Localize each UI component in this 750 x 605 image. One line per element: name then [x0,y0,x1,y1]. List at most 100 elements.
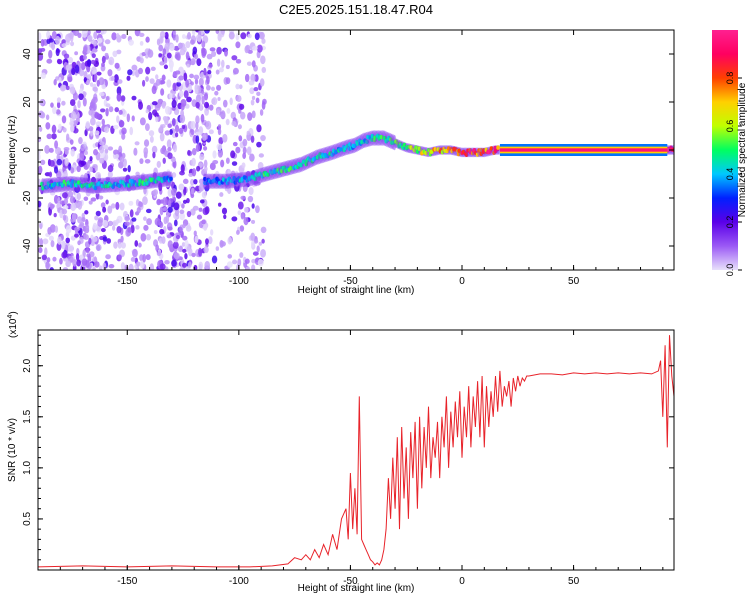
spectrogram-cell [256,124,262,133]
spectrogram-cell [55,109,61,115]
spectrogram-cell [101,45,107,52]
spectrogram-cell [190,193,195,199]
spectrogram-cell [98,77,105,86]
spectrogram-cell [260,55,266,65]
spectrogram-xtick-label: -50 [343,276,358,287]
spectrogram-cell [39,99,45,106]
spectrogram-cell [48,171,53,178]
spectrogram-cell [195,143,201,153]
spectrogram-cell [85,248,90,254]
spectrogram-cell [235,41,241,49]
spectrogram-cell [143,139,150,147]
spectrogram-cell [142,196,148,205]
spectrogram-cell [199,199,205,204]
spectrogram-cell [149,78,155,84]
spectrogram-cell [65,133,70,141]
spectrogram-cell [75,253,80,261]
spectrogram-cell [174,53,178,59]
spectrogram-cell [92,70,98,75]
spectrogram-cell [237,124,242,130]
snr-xtick-label: 0 [459,576,465,587]
spectrogram-cell [107,205,113,214]
spectrogram-cell [167,146,172,152]
spectrogram-cell [251,258,256,264]
spectrogram-cell [251,95,256,101]
spectrogram-cell [204,101,210,109]
spectrogram-ridge-cell [417,146,422,151]
spectrogram-cell [203,224,208,231]
spectrogram-ridge-cell [253,176,258,182]
spectrogram-cell [114,62,120,69]
spectrogram-ridge-cell [69,183,74,188]
spectrogram-cell [173,202,180,211]
spectrogram-cell [235,83,240,90]
spectrogram-ridge-cell [77,180,81,185]
snr-scale-label: (x104) [7,311,19,338]
spectrogram-cell [38,236,41,246]
spectrogram-cell [225,64,230,70]
spectrogram-cell [90,59,96,65]
spectrogram-ridge-cell [233,180,238,185]
spectrogram-cell [115,201,120,210]
spectrogram-cell [199,103,203,111]
spectrogram-cell [161,74,166,81]
spectrogram-cell [225,157,230,164]
spectrogram-cell [104,52,109,57]
spectrogram-cell [155,74,159,80]
spectrogram-cell [196,165,201,172]
spectrogram-cell [145,234,152,241]
spectrogram-cell [178,183,185,191]
spectrogram-cell [198,183,205,192]
spectrogram-cell [205,85,211,91]
spectrogram-cell [95,210,101,217]
spectrogram-cell [116,115,120,123]
spectrogram-ridge-cell [117,183,122,188]
spectrogram-cell [50,240,55,248]
spectrogram-cell [38,152,41,161]
spectrogram-cell [166,139,172,148]
spectrogram-cell [241,162,246,169]
spectrogram-cell [120,95,126,102]
spectrogram-ridge-cell [41,185,45,191]
spectrogram-cell [145,76,149,82]
spectrogram-cell [105,108,109,117]
spectrogram-cell [84,210,89,215]
spectrogram-cell [211,50,217,57]
spectrogram-cell [82,97,87,107]
spectrogram-cell [79,254,84,261]
spectrogram-cell [206,53,213,60]
spectrogram-cell [261,38,266,45]
spectrogram-cell [143,216,147,221]
spectrogram-cell [212,150,217,159]
spectrogram-cell [238,84,243,90]
spectrogram-cell [172,71,177,79]
spectrogram-ridge-cell [127,183,132,188]
spectrogram-cell [56,97,62,103]
spectrogram-cell [57,196,61,204]
spectrogram-cell [156,251,162,257]
spectrogram-ridge-cell [61,182,65,188]
spectrogram-cell [167,206,173,213]
spectrogram-cell [97,37,103,44]
spectrogram-cell [48,49,53,59]
spectrogram-ridge-cell [409,145,414,150]
spectrogram-cell [59,200,66,205]
spectrogram-cell [175,124,180,133]
spectrogram-cell [194,53,198,60]
spectrogram-cell [80,62,86,71]
spectrogram-cell [178,75,184,81]
spectrogram-ridge-cell [456,151,461,157]
spectrogram-cell [85,120,91,129]
snr-ytick-label: 2.0 [22,358,33,372]
spectrogram-cell [256,91,261,97]
spectrogram-cell [121,127,127,135]
spectrogram-cell [164,57,168,64]
spectrogram-cell [212,160,219,165]
spectrogram-cell [260,249,266,258]
spectrogram-cell [89,166,93,173]
spectrogram-cell [194,88,199,95]
spectrogram-cell [40,159,46,166]
snr-xtick-label: 50 [568,576,580,587]
spectrogram-cell [38,178,42,187]
spectrogram-cell [116,49,122,55]
